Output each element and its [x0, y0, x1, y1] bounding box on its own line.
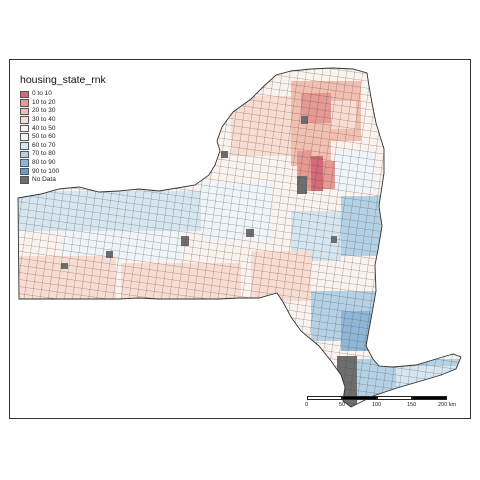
legend-swatch [20, 90, 29, 99]
scale-tick-label: 0 [305, 402, 309, 408]
scale-bar-segment [307, 396, 342, 400]
legend-label: 0 to 10 [32, 90, 52, 98]
legend-entry: 80 to 90 [20, 159, 106, 168]
legend-entry: No Data [20, 176, 106, 185]
legend-swatch [20, 107, 29, 116]
legend-entry: 90 to 100 [20, 167, 106, 176]
legend-swatch [20, 142, 29, 150]
scale-bar-segment [342, 396, 377, 400]
legend-swatch [20, 176, 29, 185]
legend-label: 30 to 40 [32, 116, 56, 124]
legend-entry: 50 to 60 [20, 133, 106, 142]
legend-swatch [20, 99, 29, 107]
legend-label: 60 to 70 [32, 141, 56, 149]
legend-swatch [20, 116, 29, 124]
map-legend: housing_state_rnk 0 to 10 10 to 20 20 to 3… [20, 74, 106, 185]
legend-label: 80 to 90 [32, 159, 56, 167]
legend-label: 90 to 100 [32, 167, 60, 175]
scale-tick-label: 200 km [438, 402, 457, 408]
scale-tick-label: 100 [372, 402, 382, 408]
scale-tick-label: 150 [407, 402, 417, 408]
legend-swatch [20, 159, 29, 167]
legend-title: housing_state_rnk [20, 74, 106, 86]
legend-entry: 60 to 70 [20, 142, 106, 151]
legend-entry: 40 to 50 [20, 124, 106, 133]
legend-label: 20 to 30 [32, 107, 56, 115]
legend-label: 70 to 80 [32, 150, 56, 158]
legend-label: 50 to 60 [32, 133, 56, 141]
legend-label: 40 to 50 [32, 124, 56, 132]
legend-entry: 10 to 20 [20, 99, 106, 108]
legend-swatch [20, 167, 29, 176]
legend-swatch [20, 150, 29, 159]
legend-entry: 70 to 80 [20, 150, 106, 159]
scale-bar-segment [412, 396, 447, 400]
legend-entry: 30 to 40 [20, 116, 106, 125]
legend-label: No Data [32, 176, 56, 184]
legend-label: 10 to 20 [32, 98, 56, 106]
map-frame: housing_state_rnk 0 to 10 10 to 20 20 to 3… [9, 59, 471, 419]
scale-bar: 0 50 100 150 200 km [305, 396, 456, 410]
legend-entry: 0 to 10 [20, 90, 106, 99]
scale-tick-label: 50 [339, 402, 346, 408]
legend-swatch [20, 124, 29, 133]
new-york-map [17, 67, 462, 408]
legend-swatch [20, 133, 29, 142]
scale-bar-segment [377, 396, 412, 400]
legend-entries: 0 to 10 10 to 20 20 to 30 30 to 40 40 to 50 5… [20, 90, 106, 185]
legend-entry: 20 to 30 [20, 107, 106, 116]
